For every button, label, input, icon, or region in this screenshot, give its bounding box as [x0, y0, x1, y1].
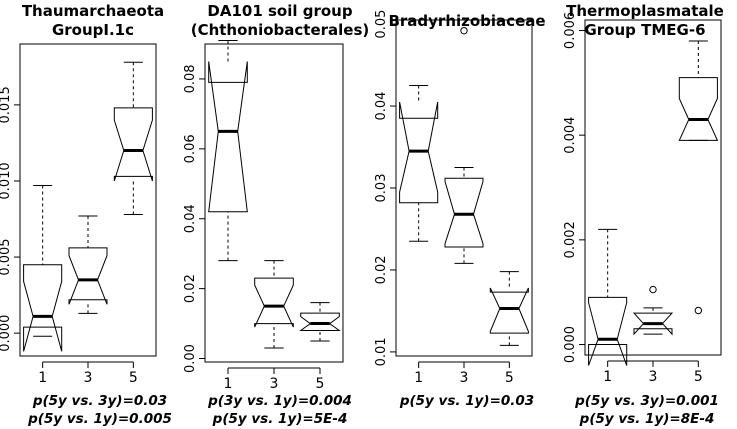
plot-frame-da101 [204, 43, 344, 363]
box-5 [299, 312, 341, 331]
y-tick-label: 0.01 [374, 337, 389, 366]
outlier-point [649, 285, 657, 294]
panel-title-thaumarchaeota: Thaumarchaeota GroupI.1c [0, 2, 186, 40]
y-tick-label: 0.015 [0, 86, 13, 123]
y-tick-label: 0.005 [0, 238, 13, 275]
box-3 [444, 177, 484, 248]
stat-line: p(5y vs. 3y)=0.001 [575, 393, 719, 409]
y-tick-label: 0.04 [374, 92, 389, 121]
box-1 [588, 296, 628, 366]
x-tick-label: 5 [694, 369, 703, 385]
y-tick-label: 0.02 [374, 255, 389, 284]
x-tick-label: 1 [224, 376, 233, 392]
stat-line: p(5y vs. 1y)=0.005 [28, 411, 172, 427]
y-tick-label: 0.000 [563, 326, 578, 363]
y-tick-label: 0.04 [183, 204, 198, 233]
stat-line: p(5y vs. 1y)=0.03 [399, 393, 535, 409]
y-tick-label: 0.08 [183, 64, 198, 93]
y-tick-label: 0.00 [183, 344, 198, 373]
panel-title-bradyrhizobiaceae: Bradyrhizobiaceae [374, 12, 560, 31]
panel-title-line: Bradyrhizobiaceae [388, 12, 546, 30]
x-tick-label: 1 [603, 369, 612, 385]
stat-line: p(5y vs. 1y)=8E-4 [579, 411, 715, 427]
plot-frame-thaumarchaeota [19, 43, 157, 357]
box-5 [678, 77, 719, 141]
panel-stats-thaumarchaeota: p(5y vs. 3y)=0.03 p(5y vs. 1y)=0.005 [0, 392, 200, 428]
y-tick-label: 0.006 [563, 12, 578, 49]
box-1 [23, 264, 63, 352]
x-tick-label: 3 [270, 376, 279, 392]
x-tick-label: 1 [414, 370, 423, 386]
plot-frame-thermoplasmatale [584, 19, 722, 356]
outlier-point [694, 306, 703, 315]
y-tick-label: 0.03 [374, 174, 389, 203]
box-3 [254, 277, 294, 328]
panel-title-line: GroupI.1c [51, 21, 135, 39]
x-tick-label: 3 [460, 370, 469, 386]
x-tick-label: 5 [316, 376, 325, 392]
panel-title-da101: DA101 soil group (Chthoniobacterales) [188, 2, 372, 40]
x-tick-label: 3 [649, 369, 658, 385]
y-tick-label: 0.002 [563, 221, 578, 258]
box-1 [399, 101, 439, 204]
y-tick-label: 0.02 [183, 274, 198, 303]
box-5 [489, 287, 529, 334]
x-tick-label: 5 [505, 370, 514, 386]
panel-stats-bradyrhizobiaceae: p(5y vs. 1y)=0.03 [372, 392, 562, 410]
stat-line: p(5y vs. 1y)=5E-4 [212, 411, 348, 427]
x-tick-label: 5 [129, 370, 138, 386]
stat-line: p(5y vs. 3y)=0.03 [32, 393, 168, 409]
stat-line: p(3y vs. 1y)=0.004 [208, 393, 352, 409]
box-3 [68, 247, 108, 305]
panel-title-line: Group TMEG-6 [584, 21, 706, 39]
box-1 [208, 61, 248, 213]
y-tick-label: 0.05 [374, 10, 389, 39]
outlier-point [460, 26, 468, 35]
y-tick-label: 0.000 [0, 315, 13, 352]
panel-title-line: Thaumarchaeota [21, 2, 165, 20]
plot-frame-bradyrhizobiaceae [395, 19, 533, 357]
x-tick-label: 1 [38, 370, 47, 386]
box-5 [113, 107, 153, 182]
panel-title-thermoplasmatale: Thermoplasmatale Group TMEG-6 [553, 2, 737, 40]
box-3 [632, 312, 674, 336]
panel-title-line: Thermoplasmatale [566, 2, 724, 20]
panel-title-line: DA101 soil group [207, 2, 353, 20]
panel-title-line: (Chthoniobacterales) [190, 21, 370, 39]
y-tick-label: 0.004 [563, 117, 578, 154]
x-tick-label: 3 [84, 370, 93, 386]
panel-stats-thermoplasmatale: p(5y vs. 3y)=0.001 p(5y vs. 1y)=8E-4 [557, 392, 737, 428]
panel-stats-da101: p(3y vs. 1y)=0.004 p(5y vs. 1y)=5E-4 [180, 392, 380, 428]
y-tick-label: 0.010 [0, 162, 13, 199]
y-tick-label: 0.06 [183, 134, 198, 163]
